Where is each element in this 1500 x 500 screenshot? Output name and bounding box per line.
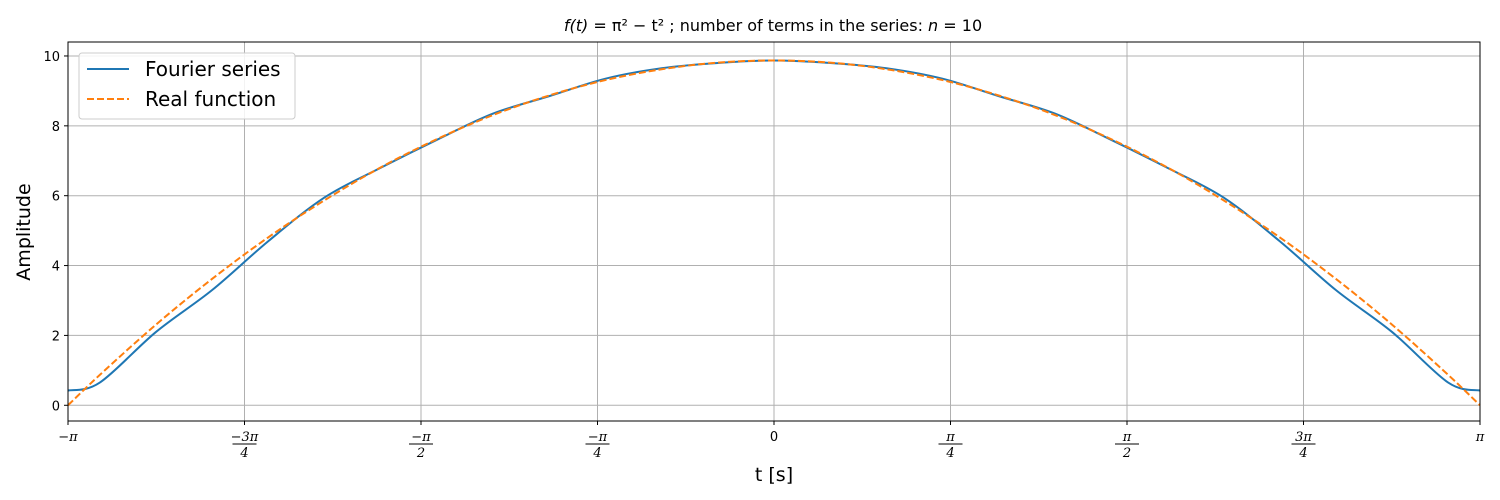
x-tick-numerator: π bbox=[945, 430, 955, 445]
x-axis-label: t [s] bbox=[755, 464, 793, 486]
y-tick-label: 2 bbox=[52, 329, 60, 344]
legend-label-fourier-series: Fourier series bbox=[145, 57, 281, 81]
x-tick-label: 0 bbox=[770, 430, 778, 445]
plot-series bbox=[67, 59, 1481, 407]
x-tick-label: π2 bbox=[1115, 430, 1140, 461]
y-axis-ticks: 0 2 4 6 8 10 bbox=[43, 50, 68, 414]
legend: Fourier series Real function bbox=[78, 52, 296, 120]
title-lhs: f(t) bbox=[564, 16, 588, 35]
series-line-real-function bbox=[67, 59, 1481, 407]
y-tick-label: 6 bbox=[52, 190, 60, 205]
y-tick-label: 10 bbox=[43, 50, 60, 65]
y-tick-label: 0 bbox=[52, 399, 60, 414]
title-rhs: = π² − t² bbox=[593, 16, 664, 35]
chart-title: f(t) = π² − t² ; number of terms in the … bbox=[564, 16, 982, 35]
legend-label-real-function: Real function bbox=[145, 87, 276, 111]
x-tick-denominator: 4 bbox=[592, 446, 601, 461]
x-tick-label: −π2 bbox=[408, 430, 433, 461]
title-text: ; number of terms in the series: bbox=[669, 16, 928, 35]
legend-box bbox=[78, 52, 296, 120]
x-tick-numerator: −3π bbox=[231, 430, 259, 445]
x-tick-numerator: 3π bbox=[1295, 430, 1312, 445]
x-tick-denominator: 2 bbox=[1122, 446, 1131, 461]
y-tick-label: 8 bbox=[52, 120, 60, 135]
x-tick-denominator: 4 bbox=[1298, 446, 1307, 461]
title-n-value: = 10 bbox=[943, 16, 982, 35]
title-n-label: n bbox=[928, 16, 938, 35]
x-tick-label: −3π4 bbox=[231, 430, 259, 461]
x-tick-denominator: 2 bbox=[416, 446, 425, 461]
y-axis-label: Amplitude bbox=[13, 183, 35, 280]
x-tick-label: −π bbox=[58, 430, 78, 445]
x-tick-denominator: 4 bbox=[945, 446, 954, 461]
x-tick-denominator: 4 bbox=[239, 446, 248, 461]
x-tick-label: π bbox=[1475, 430, 1485, 445]
x-tick-numerator: −π bbox=[588, 430, 608, 445]
y-tick-label: 4 bbox=[52, 260, 60, 275]
x-tick-label: π4 bbox=[938, 430, 963, 461]
x-tick-label: 3π4 bbox=[1291, 430, 1316, 461]
x-tick-numerator: π bbox=[1122, 430, 1132, 445]
x-tick-label: −π4 bbox=[585, 430, 610, 461]
x-tick-numerator: −π bbox=[411, 430, 431, 445]
